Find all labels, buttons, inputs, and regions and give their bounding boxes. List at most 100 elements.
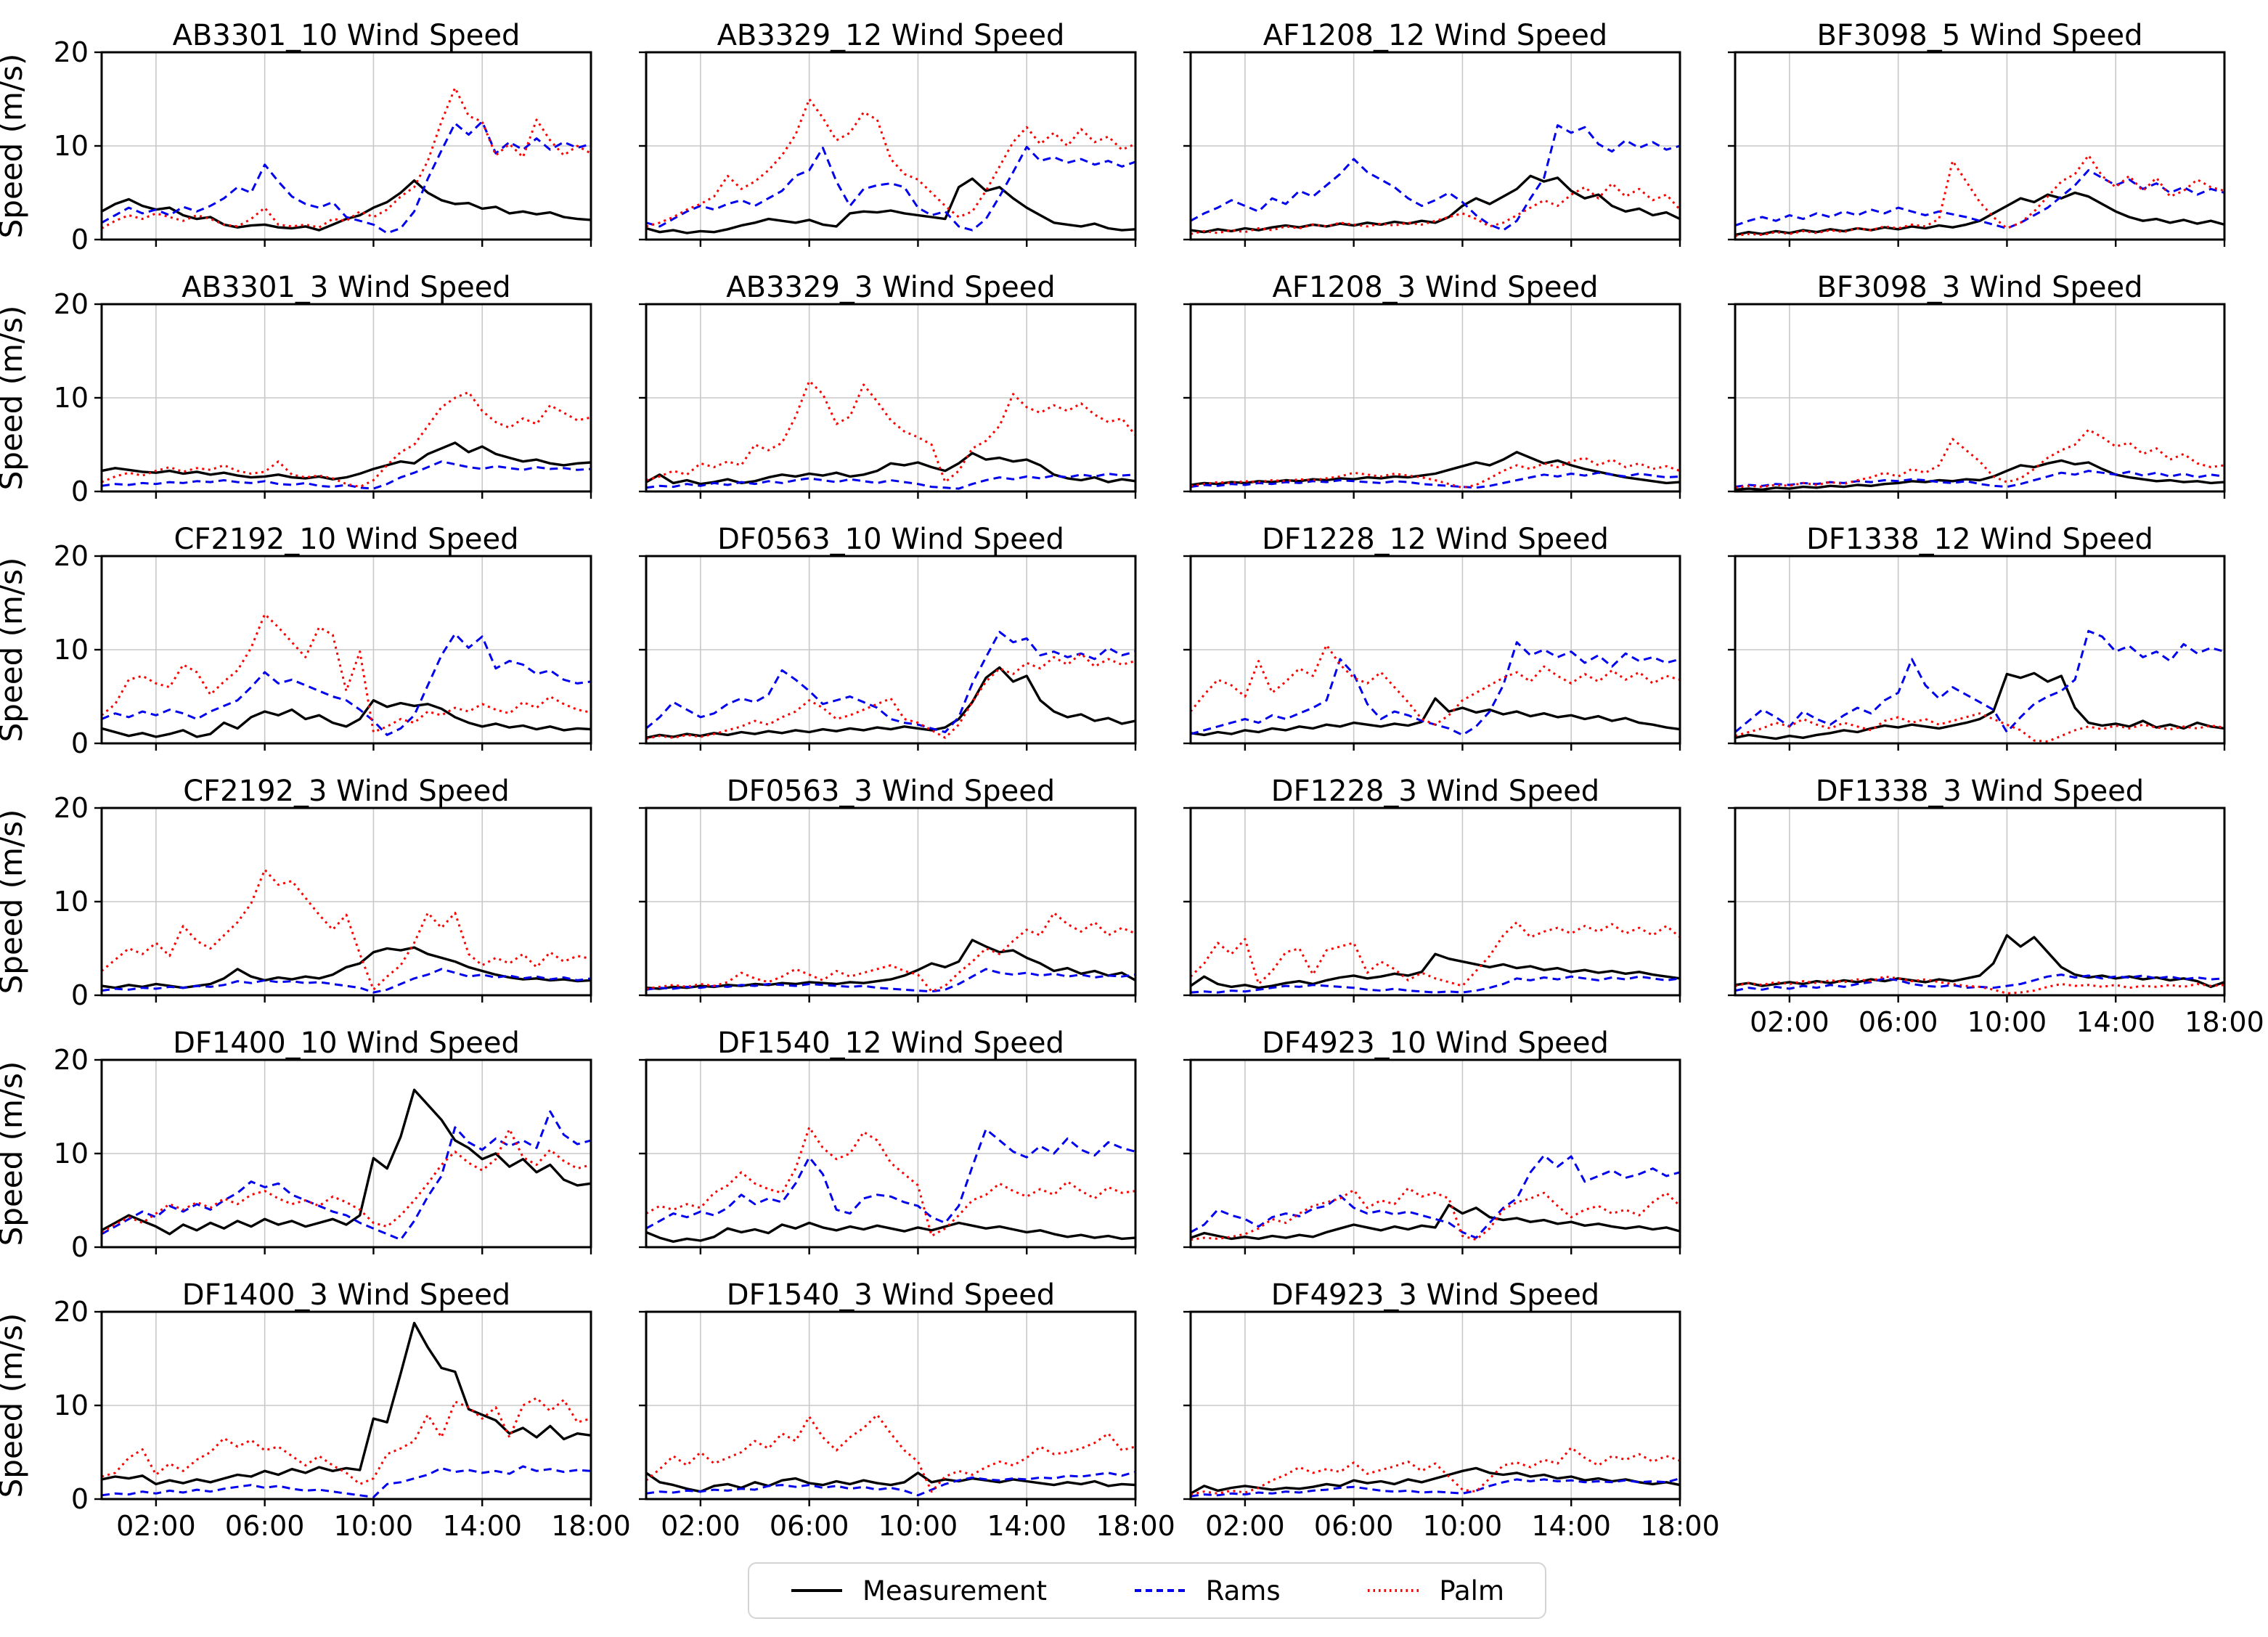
legend-item-rams: Rams — [1133, 1575, 1281, 1607]
plot-border — [645, 51, 1137, 241]
y-tick-label: 10 — [54, 1138, 89, 1169]
plot-border — [645, 303, 1137, 493]
plot-area: DF1540_12 Wind Speed — [639, 1026, 1137, 1254]
series-line-rams — [1190, 471, 1681, 489]
y-axis-label: Speed (m/s) — [0, 306, 29, 491]
plot-area: BF3098_5 Wind Speed — [1728, 19, 2226, 247]
x-tick-label: 06:00 — [225, 1510, 305, 1542]
plot-area: DF1338_12 Wind Speed — [1728, 523, 2226, 751]
series-line-rams — [1190, 1154, 1681, 1239]
chart-title: AB3301_3 Wind Speed — [181, 271, 510, 304]
chart-title: DF0563_10 Wind Speed — [717, 523, 1064, 556]
legend-label-rams: Rams — [1205, 1575, 1281, 1607]
series-line-rams — [1190, 975, 1681, 994]
subplot-DF0563_10: DF0563_10 Wind Speed — [544, 504, 1205, 794]
subplot-DF1228_3: DF1228_3 Wind Speed — [1089, 756, 1750, 1046]
legend-label-measurement: Measurement — [862, 1575, 1048, 1607]
y-tick-label: 0 — [71, 1231, 89, 1263]
plot-area: DF4923_3 Wind Speed 02:00 06:00 10:00 14:00 1… — [1183, 1278, 1720, 1542]
y-tick-label: 10 — [54, 634, 89, 666]
y-axis-label: Speed (m/s) — [0, 1061, 29, 1246]
chart-title: CF2192_10 Wind Speed — [174, 523, 519, 556]
subplot-BF3098_3: BF3098_3 Wind Speed — [1633, 252, 2268, 542]
plot-border — [100, 303, 592, 493]
series-line-measurement — [645, 1471, 1136, 1493]
rams-line-icon — [1134, 1589, 1186, 1592]
subplot-DF1540_3: DF1540_3 Wind Speed 02:00 06:00 10:00 14:00 1… — [544, 1260, 1205, 1550]
plot-border — [100, 807, 592, 997]
x-tick-label: 06:00 — [1314, 1510, 1394, 1542]
y-tick-label: 10 — [54, 382, 89, 414]
chart-title: AB3329_3 Wind Speed — [726, 271, 1055, 304]
series-line-palm — [1734, 712, 2225, 743]
subplot-DF0563_3: DF0563_3 Wind Speed — [544, 756, 1205, 1046]
series-line-measurement — [101, 699, 592, 738]
series-line-measurement — [101, 1321, 592, 1486]
chart-title: DF1540_12 Wind Speed — [717, 1026, 1064, 1060]
plot-border — [100, 1310, 592, 1501]
chart-title: DF1338_3 Wind Speed — [1816, 775, 2144, 808]
y-tick-label: 10 — [54, 886, 89, 918]
subplot-DF4923_10: DF4923_10 Wind Speed — [1089, 1008, 1750, 1298]
series-line-palm — [101, 391, 592, 489]
plot-border — [1189, 1058, 1681, 1249]
plot-border — [645, 1310, 1137, 1501]
plot-border — [1189, 555, 1681, 745]
series-line-rams — [1734, 973, 2225, 992]
y-tick-label: 0 — [71, 727, 89, 759]
series-line-rams — [645, 145, 1136, 232]
subplot-DF1228_12: DF1228_12 Wind Speed — [1089, 504, 1750, 794]
plot-area: DF0563_3 Wind Speed — [639, 775, 1137, 1003]
series-line-measurement — [101, 179, 592, 232]
series-line-rams — [1734, 169, 2225, 229]
series-line-rams — [101, 968, 592, 994]
plot-area: AB3301_10 Wind Speed 0 10 20 Speed (m/s) — [0, 19, 592, 256]
series-line-rams — [101, 1465, 592, 1498]
plot-border — [100, 1058, 592, 1249]
plot-border — [1189, 1310, 1681, 1501]
plot-area: DF0563_10 Wind Speed — [639, 523, 1137, 751]
series-line-measurement — [1190, 952, 1681, 989]
subplot-DF1338_12: DF1338_12 Wind Speed — [1633, 504, 2268, 794]
y-tick-label: 0 — [71, 224, 89, 256]
series-line-palm — [101, 1397, 592, 1485]
series-line-measurement — [101, 946, 592, 989]
y-tick-label: 20 — [54, 792, 89, 824]
plot-area: DF1228_3 Wind Speed — [1183, 775, 1681, 1003]
y-axis-label: Speed (m/s) — [0, 558, 29, 743]
series-line-rams — [101, 121, 592, 234]
x-tick-label: 18:00 — [551, 1510, 631, 1542]
y-axis-label: Speed (m/s) — [0, 54, 29, 239]
chart-title: AF1208_12 Wind Speed — [1263, 19, 1607, 52]
chart-title: CF2192_3 Wind Speed — [183, 775, 510, 808]
series-line-rams — [101, 632, 592, 736]
plot-border — [1734, 303, 2226, 493]
series-line-palm — [101, 868, 592, 991]
chart-title: DF0563_3 Wind Speed — [727, 775, 1055, 808]
series-line-palm — [645, 652, 1136, 740]
series-line-rams — [1734, 629, 2225, 733]
plot-border — [1734, 51, 2226, 241]
series-line-rams — [101, 1110, 592, 1241]
subplot-DF1338_3: DF1338_3 Wind Speed 02:00 06:00 10:00 14:00 1… — [1633, 756, 2268, 1046]
measurement-line-icon — [791, 1589, 842, 1592]
y-axis-label: Speed (m/s) — [0, 809, 29, 995]
series-line-measurement — [1190, 1204, 1681, 1241]
series-line-palm — [1734, 154, 2225, 237]
chart-title: AB3301_10 Wind Speed — [173, 19, 521, 52]
series-line-measurement — [645, 1221, 1136, 1243]
chart-title: BF3098_3 Wind Speed — [1816, 271, 2142, 304]
series-line-measurement — [101, 441, 592, 481]
palm-line-icon — [1368, 1589, 1419, 1592]
x-tick-label: 10:00 — [334, 1510, 414, 1542]
series-line-palm — [1734, 428, 2225, 489]
chart-title: DF1228_3 Wind Speed — [1271, 775, 1599, 808]
plot-area: DF4923_10 Wind Speed — [1183, 1026, 1681, 1254]
series-line-palm — [1190, 1446, 1681, 1496]
plot-area: BF3098_3 Wind Speed — [1728, 271, 2226, 499]
series-line-measurement — [645, 177, 1136, 234]
x-tick-label: 14:00 — [2076, 1006, 2155, 1038]
series-line-measurement — [645, 939, 1136, 990]
series-line-rams — [1190, 641, 1681, 736]
